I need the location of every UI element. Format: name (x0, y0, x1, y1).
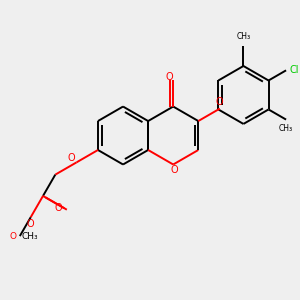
Text: CH₃: CH₃ (21, 232, 38, 241)
Text: O: O (165, 72, 173, 82)
Text: CH₃: CH₃ (236, 32, 250, 41)
Text: O: O (27, 219, 34, 229)
Text: Cl: Cl (290, 65, 299, 75)
Text: O: O (216, 98, 224, 107)
Text: O: O (171, 165, 178, 175)
Text: O: O (10, 232, 17, 241)
Text: O: O (68, 153, 75, 163)
Text: CH₃: CH₃ (279, 124, 293, 133)
Text: O: O (55, 203, 62, 213)
